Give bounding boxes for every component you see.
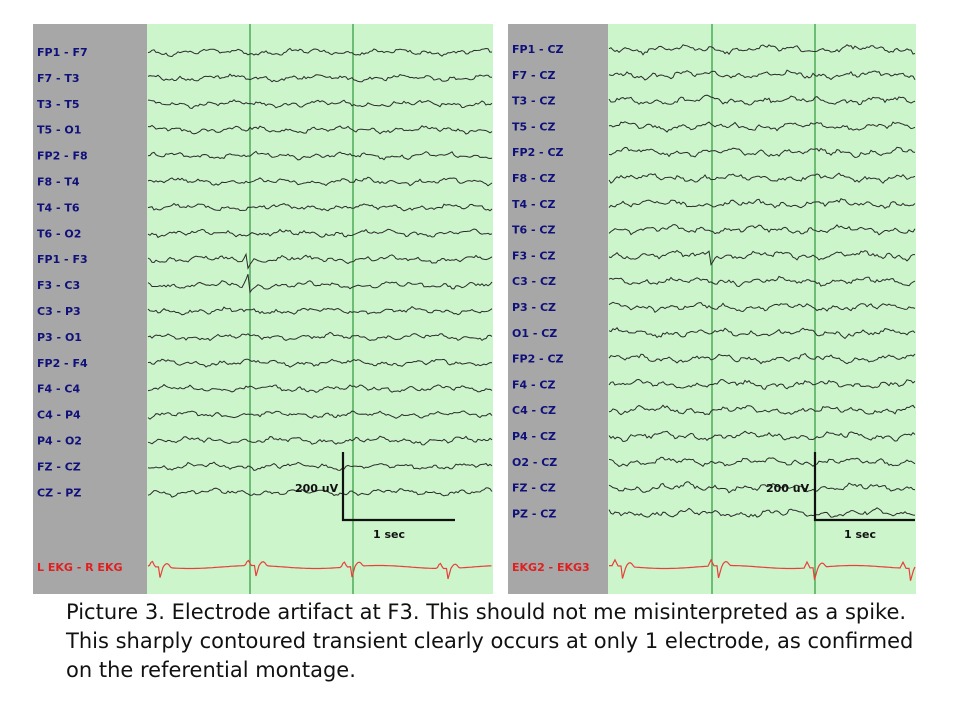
eeg-trace [147, 73, 493, 83]
eeg-trace [608, 121, 916, 133]
eeg-trace [608, 507, 916, 518]
channel-label: T6 - CZ [512, 224, 555, 237]
channel-label: F4 - CZ [512, 378, 555, 391]
eeg-trace [147, 99, 493, 110]
amplitude-scale-label: 200 uV [295, 482, 339, 495]
ekg-channel-label: L EKG - R EKG [37, 561, 123, 574]
channel-label: FP2 - CZ [512, 353, 564, 366]
calibration-bar [813, 452, 915, 522]
channel-label: T3 - CZ [512, 95, 555, 108]
eeg-trace [608, 275, 916, 288]
channel-label: O2 - CZ [512, 456, 557, 469]
channel-label-column [508, 24, 608, 594]
ekg-channel-label: EKG2 - EKG3 [512, 561, 590, 574]
eeg-trace [147, 228, 493, 239]
eeg-trace [147, 410, 493, 420]
eeg-trace [147, 202, 493, 212]
channel-label: O1 - CZ [512, 327, 557, 340]
eeg-trace [147, 383, 493, 393]
trace-area [608, 24, 916, 594]
channel-label: P3 - O1 [37, 331, 82, 344]
eeg-trace [608, 224, 916, 236]
channel-label: PZ - CZ [512, 507, 556, 520]
referential-montage-panel: FP1 - CZ F7 - CZ T3 - CZ T5 - CZ FP2 - CZ F8 … [508, 24, 916, 594]
channel-label: C4 - P4 [37, 409, 81, 422]
eeg-trace [608, 172, 916, 184]
eeg-trace [147, 252, 493, 270]
channel-label: C4 - CZ [512, 404, 556, 417]
eeg-trace [608, 404, 916, 416]
time-scale-label: 1 sec [373, 528, 405, 541]
eeg-trace [608, 249, 915, 266]
channel-label: F3 - C3 [37, 279, 80, 292]
referential-montage-svg: FP1 - CZ F7 - CZ T3 - CZ T5 - CZ FP2 - CZ F8 … [508, 24, 916, 594]
eeg-trace [608, 44, 916, 56]
eeg-trace [147, 150, 493, 161]
trace-area [147, 24, 493, 594]
channel-label: F7 - CZ [512, 69, 555, 82]
channel-label: FP2 - CZ [512, 146, 564, 159]
bipolar-montage-panel: FP1 - F7 F7 - T3 T3 - T5 T5 - O1 FP2 - F8 F8 … [33, 24, 493, 594]
channel-label: T3 - T5 [37, 98, 80, 111]
channel-label: F4 - C4 [37, 383, 80, 396]
channel-label: F7 - T3 [37, 72, 80, 85]
channel-label-column [33, 24, 147, 594]
channel-label: FZ - CZ [37, 460, 81, 473]
eeg-trace [608, 198, 916, 209]
eeg-trace [147, 47, 493, 58]
ekg-trace [147, 559, 492, 580]
channel-label: CZ - PZ [37, 486, 81, 499]
channel-label: T6 - O2 [37, 227, 81, 240]
channel-label: P4 - O2 [37, 435, 82, 448]
figure-caption: Picture 3. Electrode artifact at F3. Thi… [66, 600, 914, 682]
eeg-trace [147, 487, 493, 498]
channel-label: F8 - T4 [37, 176, 80, 189]
channel-label: T5 - CZ [512, 120, 555, 133]
channel-label: FP2 - F8 [37, 150, 88, 163]
channel-label: T5 - O1 [37, 124, 81, 137]
eeg-trace [608, 69, 916, 81]
eeg-trace [147, 274, 493, 294]
eeg-trace [147, 435, 493, 446]
channel-label: C3 - P3 [37, 305, 81, 318]
eeg-trace [147, 331, 493, 342]
channel-label: P4 - CZ [512, 430, 556, 443]
calibration-bar [341, 452, 455, 522]
eeg-trace [608, 430, 916, 443]
eeg-trace [147, 461, 493, 471]
bipolar-montage-svg: FP1 - F7 F7 - T3 T3 - T5 T5 - O1 FP2 - F8 F8 … [33, 24, 493, 594]
channel-label: FP1 - CZ [512, 43, 564, 56]
eeg-trace [147, 358, 493, 368]
eeg-trace [608, 481, 916, 494]
eeg-trace [608, 94, 916, 106]
channel-label: C3 - CZ [512, 275, 556, 288]
eeg-trace [608, 146, 916, 159]
ekg-trace [609, 558, 916, 581]
channel-label: FP2 - F4 [37, 357, 88, 370]
channel-label: FP1 - F3 [37, 253, 88, 266]
channel-label: FP1 - F7 [37, 46, 88, 59]
channel-label: T4 - T6 [37, 201, 80, 214]
channel-label: P3 - CZ [512, 301, 556, 314]
eeg-trace [608, 327, 916, 340]
eeg-trace [608, 456, 916, 468]
eeg-trace [608, 378, 916, 390]
channel-label: T4 - CZ [512, 198, 555, 211]
eeg-trace [608, 352, 916, 365]
eeg-trace [147, 176, 493, 187]
eeg-trace [147, 124, 493, 135]
channel-label: F8 - CZ [512, 172, 555, 185]
amplitude-scale-label: 200 uV [766, 482, 810, 495]
channel-label: F3 - CZ [512, 249, 555, 262]
eeg-trace [608, 301, 916, 314]
time-scale-label: 1 sec [844, 528, 876, 541]
eeg-trace [147, 305, 493, 316]
channel-label: FZ - CZ [512, 482, 556, 495]
